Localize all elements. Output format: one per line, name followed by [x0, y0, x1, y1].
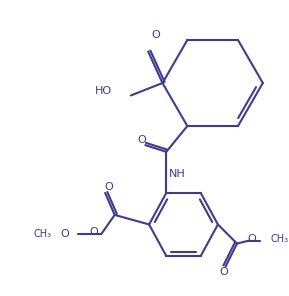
Text: O: O	[219, 267, 228, 277]
Text: O: O	[105, 182, 113, 192]
Text: HO: HO	[95, 86, 112, 96]
Text: O: O	[61, 229, 69, 239]
Text: NH: NH	[168, 169, 185, 179]
Text: O: O	[137, 135, 146, 145]
Text: CH₃: CH₃	[271, 234, 289, 244]
Text: O: O	[151, 30, 160, 40]
Text: CH₃: CH₃	[34, 229, 52, 239]
Text: O: O	[89, 227, 98, 237]
Text: O: O	[247, 234, 256, 244]
